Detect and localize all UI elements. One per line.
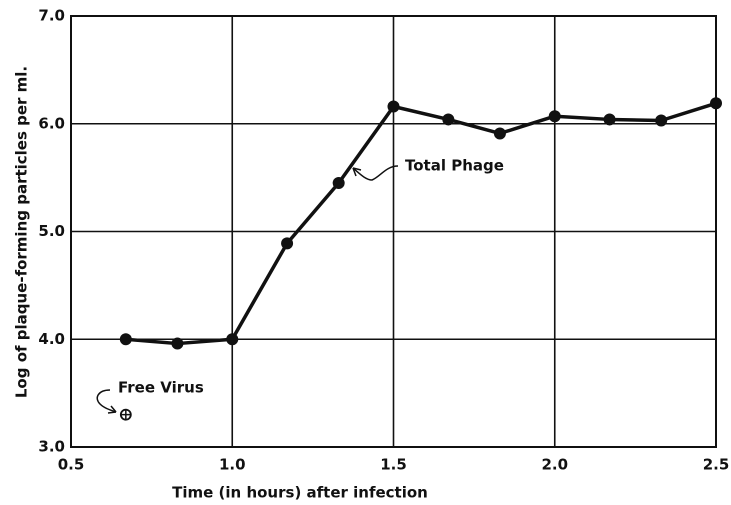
data-point [493, 127, 506, 140]
series-label: Free Virus [118, 379, 204, 397]
annotation-leader [352, 165, 399, 181]
x-axis-label: Time (in hours) after infection [172, 484, 428, 502]
data-point [281, 237, 294, 250]
data-point [710, 97, 722, 110]
x-tick-label: 1.0 [219, 456, 246, 474]
data-point [226, 333, 239, 346]
series-label: Total Phage [405, 157, 504, 175]
x-tick-label: 2.0 [541, 456, 568, 474]
y-tick-label: 6.0 [38, 114, 65, 132]
y-tick-label: 4.0 [38, 330, 65, 348]
annotation-arrowhead [107, 405, 117, 414]
data-point [442, 113, 455, 126]
data-point [387, 100, 400, 113]
data-point [119, 333, 132, 346]
data-point [548, 110, 561, 123]
data-point [171, 337, 184, 350]
data-line [125, 101, 717, 346]
annotation-leader [96, 389, 117, 413]
data-point [603, 113, 616, 126]
y-axis-label: Log of plaque-forming particles per ml. [13, 66, 31, 398]
y-tick-label: 7.0 [38, 7, 65, 25]
y-tick-label: 5.0 [38, 222, 65, 240]
x-tick-label: 0.5 [58, 456, 85, 474]
x-tick-label: 2.5 [703, 456, 730, 474]
data-point [332, 177, 345, 190]
data-point [119, 408, 132, 421]
y-tick-label: 3.0 [38, 438, 65, 456]
x-tick-label: 1.5 [380, 456, 407, 474]
data-point [655, 114, 668, 127]
annotation-arrowhead [352, 167, 362, 177]
